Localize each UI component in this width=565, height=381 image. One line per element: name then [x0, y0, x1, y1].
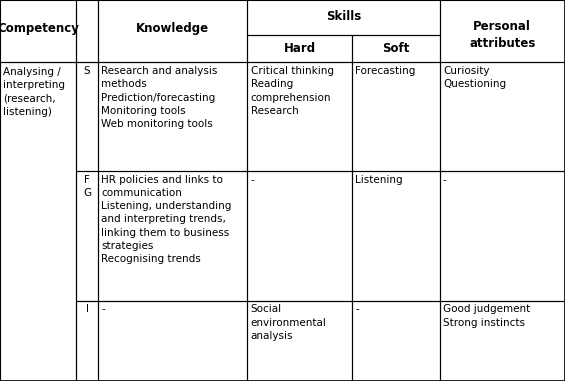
- Text: Personal
attributes: Personal attributes: [469, 20, 536, 50]
- Bar: [247, 35, 352, 62]
- Bar: [247, 62, 352, 171]
- Text: Competency: Competency: [0, 22, 79, 35]
- Text: Forecasting: Forecasting: [355, 66, 416, 76]
- Bar: [247, 301, 352, 381]
- Bar: [440, 0, 565, 62]
- Text: Soft: Soft: [382, 42, 410, 55]
- Bar: [76, 301, 98, 381]
- Bar: [440, 62, 565, 171]
- Text: Curiosity
Questioning: Curiosity Questioning: [443, 66, 506, 90]
- Bar: [247, 171, 352, 301]
- Bar: [0, 0, 76, 62]
- Text: -: -: [355, 304, 359, 314]
- Bar: [76, 0, 98, 62]
- Text: Research and analysis
methods
Prediction/forecasting
Monitoring tools
Web monito: Research and analysis methods Prediction…: [101, 66, 218, 129]
- Bar: [98, 301, 247, 381]
- Text: Critical thinking
Reading
comprehension
Research: Critical thinking Reading comprehension …: [251, 66, 334, 116]
- Bar: [98, 171, 247, 301]
- Bar: [0, 62, 76, 381]
- Bar: [247, 0, 440, 35]
- Text: Knowledge: Knowledge: [136, 22, 209, 35]
- Text: Hard: Hard: [284, 42, 316, 55]
- Bar: [352, 171, 440, 301]
- Text: Good judgement
Strong instincts: Good judgement Strong instincts: [443, 304, 530, 328]
- Bar: [352, 35, 440, 62]
- Text: S: S: [84, 66, 90, 76]
- Bar: [440, 301, 565, 381]
- Text: Listening: Listening: [355, 175, 403, 185]
- Text: HR policies and links to
communication
Listening, understanding
and interpreting: HR policies and links to communication L…: [101, 175, 232, 264]
- Bar: [98, 62, 247, 171]
- Text: -: -: [443, 175, 447, 185]
- Text: Skills: Skills: [326, 10, 361, 23]
- Text: -: -: [251, 175, 255, 185]
- Bar: [76, 62, 98, 171]
- Text: Analysing /
interpreting
(research,
listening): Analysing / interpreting (research, list…: [3, 67, 66, 117]
- Text: -: -: [101, 304, 105, 314]
- Text: F
G: F G: [83, 175, 91, 198]
- Bar: [352, 62, 440, 171]
- Bar: [352, 301, 440, 381]
- Bar: [76, 171, 98, 301]
- Text: Social
environmental
analysis: Social environmental analysis: [251, 304, 327, 341]
- Bar: [98, 0, 247, 62]
- Bar: [440, 171, 565, 301]
- Text: I: I: [85, 304, 89, 314]
